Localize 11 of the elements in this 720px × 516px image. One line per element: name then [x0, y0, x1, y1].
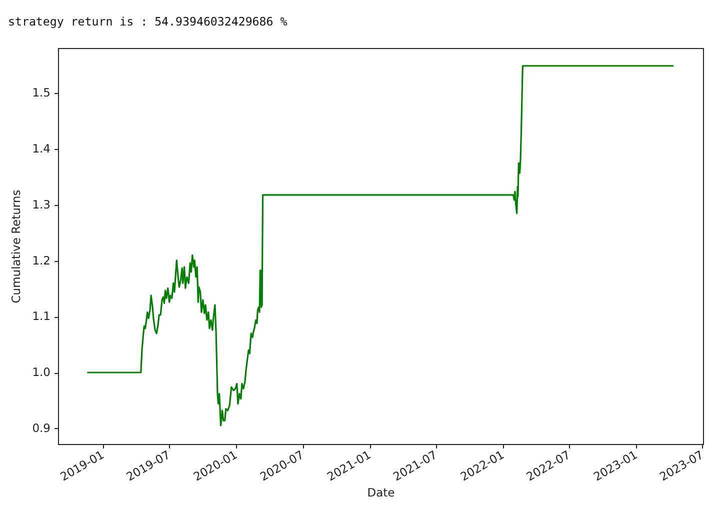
y-tick-label: 1.3 [32, 197, 50, 212]
y-tick-label: 1.0 [32, 365, 50, 380]
y-axis-title: Cumulative Returns [9, 190, 24, 304]
y-tick-label: 1.1 [32, 309, 50, 324]
y-tick-label: 1.5 [32, 86, 50, 100]
line-series [86, 65, 674, 426]
y-tick-label: 1.4 [32, 142, 50, 156]
x-axis-title: Date [367, 485, 395, 500]
y-tick-label: 1.2 [32, 253, 50, 268]
y-tick-label: 0.9 [32, 420, 50, 435]
chart-title: strategy return is : 54.93946032429686 % [8, 14, 288, 28]
